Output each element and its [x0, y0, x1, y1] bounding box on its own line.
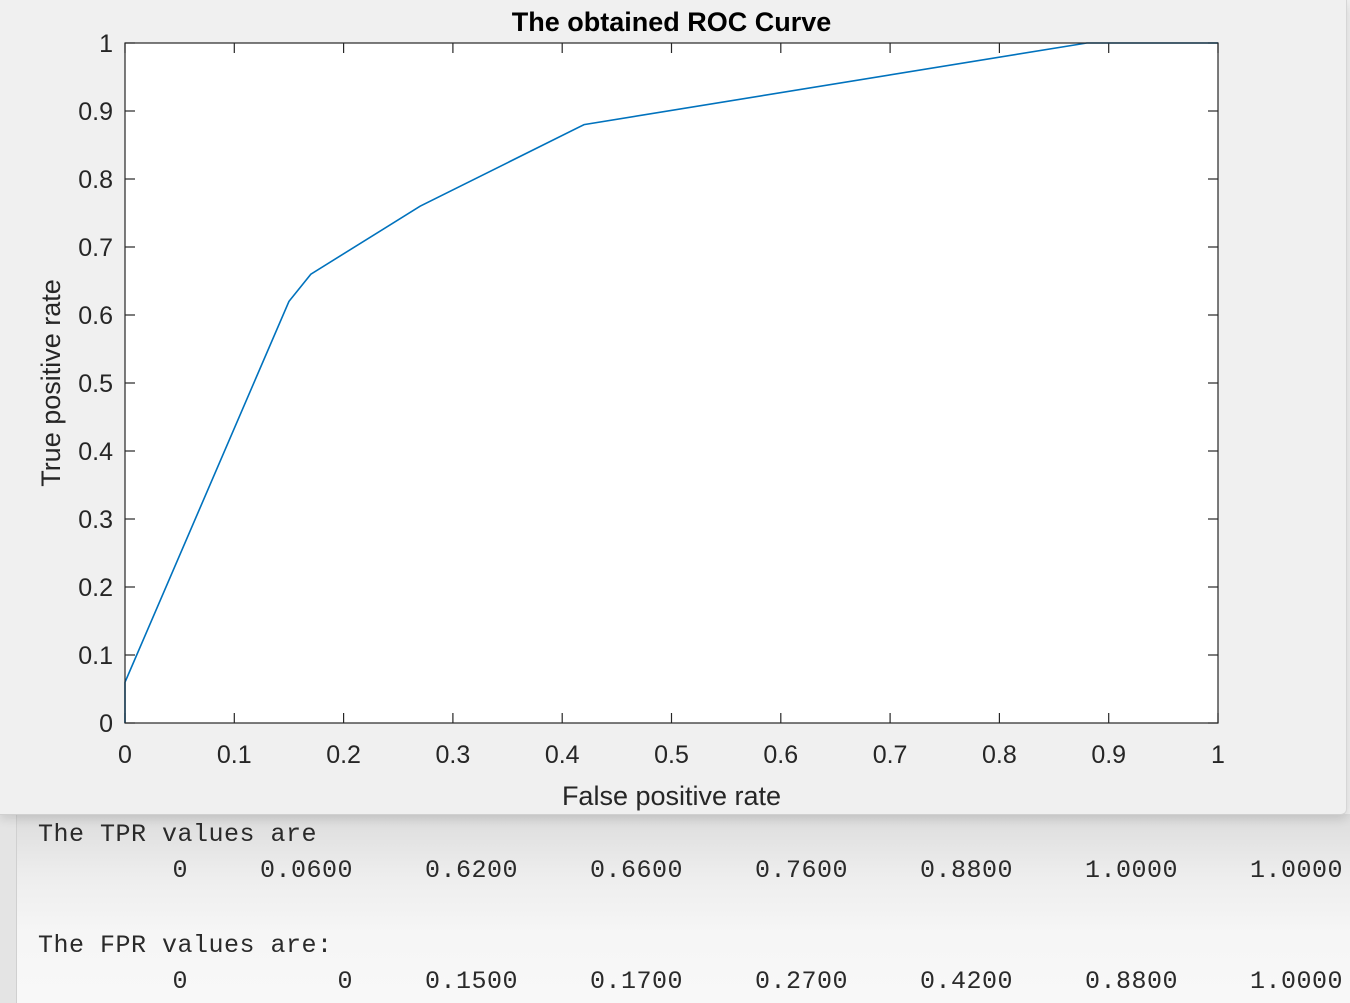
x-tick-label: 0.7 — [873, 741, 908, 769]
x-tick-label: 0.1 — [217, 741, 252, 769]
y-tick-label: 0.6 — [78, 302, 113, 330]
y-tick-label: 0.8 — [78, 166, 113, 194]
fpr-value: 0 — [172, 967, 188, 996]
fpr-value: 0.2700 — [754, 967, 848, 996]
chart-title: The obtained ROC Curve — [512, 7, 832, 37]
x-tick-label: 0.3 — [436, 741, 471, 769]
roc-chart: 0 0.1 0.2 0.3 0.4 0.5 0.6 0.7 0.8 0.9 1 0 0.1 0.2 0.3 0… — [36, 7, 1225, 811]
tpr-value: 1.0000 — [1084, 856, 1178, 885]
y-tick-label: 0 — [99, 710, 113, 738]
y-tick-label: 0.2 — [78, 574, 113, 602]
x-tick-label: 0.4 — [545, 741, 580, 769]
y-tick-label: 0.7 — [78, 234, 113, 262]
fpr-header: The FPR values are: — [38, 931, 333, 960]
tpr-value: 0 — [172, 856, 188, 885]
tpr-value: 0.7600 — [754, 856, 848, 885]
y-tick-label: 0.9 — [78, 98, 113, 126]
fpr-value: 1.0000 — [1249, 967, 1343, 996]
tpr-value: 0.0600 — [259, 856, 353, 885]
y-axis-label: True positive rate — [36, 279, 66, 487]
tpr-value: 1.0000 — [1249, 856, 1343, 885]
y-tick-label: 1 — [99, 30, 113, 58]
y-tick-label: 0.1 — [78, 642, 113, 670]
x-tick-label: 0.2 — [326, 741, 361, 769]
command-window-edge — [0, 814, 17, 1003]
fpr-value: 0.8800 — [1084, 967, 1178, 996]
fpr-value: 0.1500 — [424, 967, 518, 996]
tpr-value: 0.6200 — [424, 856, 518, 885]
x-tick-label: 0.5 — [654, 741, 689, 769]
tpr-value: 0.8800 — [919, 856, 1013, 885]
plot-area — [125, 43, 1218, 723]
y-tick-label: 0.5 — [78, 370, 113, 398]
y-tick-label: 0.4 — [78, 438, 113, 466]
x-tick-label: 0.6 — [763, 741, 798, 769]
fpr-value: 0 — [337, 967, 353, 996]
x-tick-label: 0.8 — [982, 741, 1017, 769]
fpr-value: 0.1700 — [589, 967, 683, 996]
command-window-output: The TPR values are 0 0.0600 0.6200 0.6600 0.… — [0, 814, 1350, 1003]
figure-window: 0 0.1 0.2 0.3 0.4 0.5 0.6 0.7 0.8 0.9 1 0 0.1 0.2 0.3 0… — [0, 0, 1347, 815]
plot-frame — [124, 42, 1219, 724]
tpr-value: 0.6600 — [589, 856, 683, 885]
roc-series-line — [124, 42, 1218, 723]
fpr-value: 0.4200 — [919, 967, 1013, 996]
tick-labels: 0 0.1 0.2 0.3 0.4 0.5 0.6 0.7 0.8 0.9 1 0 0.1 0.2 0.3 0… — [78, 30, 1225, 769]
x-tick-label: 0 — [118, 741, 132, 769]
y-tick-label: 0.3 — [78, 506, 113, 534]
tpr-header: The TPR values are — [38, 820, 318, 849]
x-axis-label: False positive rate — [562, 781, 781, 811]
x-tick-label: 1 — [1211, 741, 1225, 769]
x-tick-label: 0.9 — [1091, 741, 1126, 769]
